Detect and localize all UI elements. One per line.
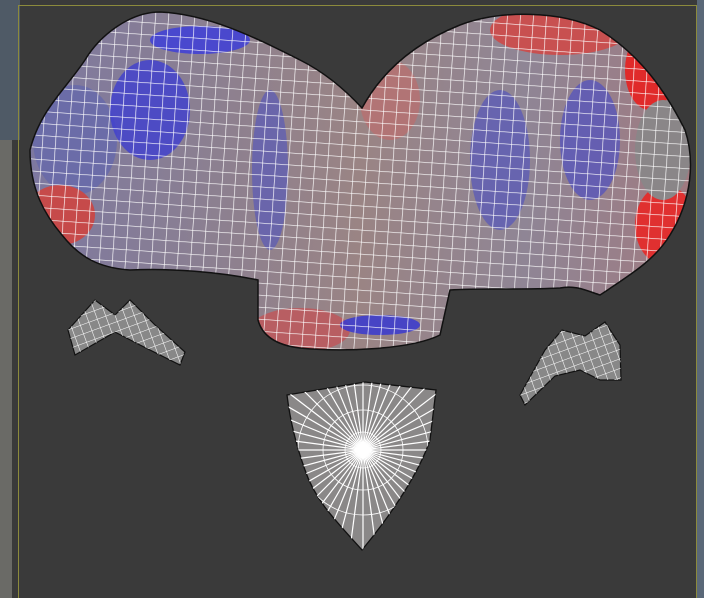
right-piece xyxy=(519,321,622,406)
ray xyxy=(344,382,364,451)
ray xyxy=(287,395,364,451)
ray xyxy=(362,382,436,451)
ray xyxy=(292,449,364,550)
side-strip xyxy=(0,140,12,598)
ring xyxy=(322,409,404,491)
ray xyxy=(292,382,364,451)
ray xyxy=(362,395,436,451)
ray xyxy=(362,382,436,451)
side-panel xyxy=(0,0,20,140)
ray xyxy=(326,449,364,550)
viewport-border xyxy=(18,5,697,598)
ray xyxy=(287,382,364,451)
ray xyxy=(344,449,364,550)
ray xyxy=(287,382,364,451)
ring xyxy=(344,431,382,469)
ray xyxy=(287,413,364,451)
ray xyxy=(362,413,436,451)
ray xyxy=(362,382,382,451)
ray xyxy=(362,382,436,451)
ray xyxy=(362,382,436,451)
ray xyxy=(362,382,418,451)
ray xyxy=(308,449,364,550)
right-strip xyxy=(697,0,704,598)
ray xyxy=(287,382,364,451)
left-piece xyxy=(67,299,186,366)
ray xyxy=(287,382,364,451)
ray xyxy=(362,449,382,550)
ray xyxy=(362,382,434,451)
ray xyxy=(362,449,400,550)
